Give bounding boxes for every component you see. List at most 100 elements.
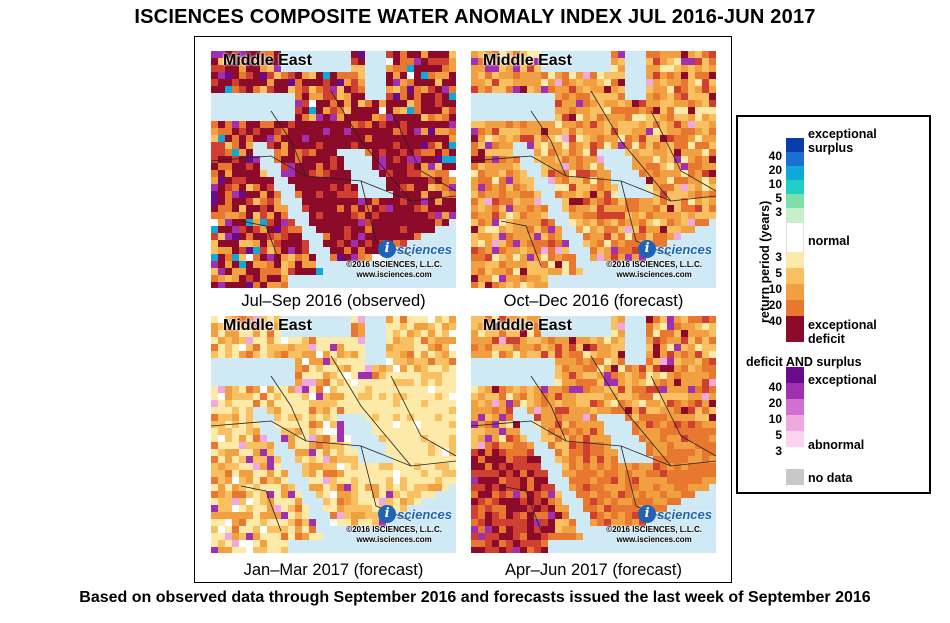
grid-cell [218, 330, 225, 337]
grid-cell [674, 100, 681, 107]
grid-cell [604, 198, 611, 205]
grid-cell [337, 254, 344, 261]
grid-cell [660, 149, 667, 156]
grid-cell [267, 268, 274, 275]
grid-cell [611, 372, 618, 379]
grid-cell [337, 449, 344, 456]
grid-cell [548, 121, 555, 128]
grid-cell [576, 407, 583, 414]
grid-cell [281, 142, 288, 149]
grid-cell [358, 512, 365, 519]
grid-cell [534, 393, 541, 400]
grid-cell [316, 337, 323, 344]
grid-cell [225, 442, 232, 449]
grid-cell [639, 414, 646, 421]
grid-cell [709, 456, 716, 463]
grid-cell [597, 463, 604, 470]
both-swatch-2 [786, 399, 804, 415]
grid-cell [709, 323, 716, 330]
grid-cell [442, 114, 449, 121]
grid-cell [506, 442, 513, 449]
grid-cell [309, 261, 316, 268]
grid-cell [414, 463, 421, 470]
grid-cell [478, 282, 485, 288]
grid-cell [295, 268, 302, 275]
grid-cell [695, 51, 702, 58]
caption-oct-dec-2016: Oct–Dec 2016 (forecast) [503, 292, 684, 310]
grid-cell [330, 191, 337, 198]
grid-cell [520, 540, 527, 547]
grid-cell [232, 456, 239, 463]
grid-cell [471, 163, 478, 170]
grid-cell [499, 414, 506, 421]
grid-cell [674, 456, 681, 463]
grid-cell [688, 191, 695, 198]
grid-cell [218, 261, 225, 268]
grid-cell [211, 456, 218, 463]
grid-cell [618, 121, 625, 128]
grid-cell [583, 400, 590, 407]
grid-cell [688, 121, 695, 128]
grid-cell [232, 205, 239, 212]
grid-cell [330, 198, 337, 205]
grid-cell [688, 379, 695, 386]
grid-cell [400, 135, 407, 142]
grid-cell [541, 156, 548, 163]
grid-cell [569, 163, 576, 170]
grid-cell [583, 107, 590, 114]
grid-cell [520, 128, 527, 135]
grid-cell [435, 372, 442, 379]
grid-cell [681, 198, 688, 205]
grid-cell [351, 198, 358, 205]
grid-cell [681, 163, 688, 170]
grid-cell [569, 135, 576, 142]
grid-cell [513, 254, 520, 261]
grid-cell [428, 205, 435, 212]
grid-cell [534, 512, 541, 519]
grid-cell [449, 93, 456, 100]
grid-cell [351, 330, 358, 337]
grid-cell [400, 198, 407, 205]
grid-cell [407, 177, 414, 184]
grid-cell [625, 247, 632, 254]
grid-cell [239, 316, 246, 323]
grid-cell [239, 212, 246, 219]
grid-cell [302, 456, 309, 463]
grid-cell [695, 142, 702, 149]
grid-cell [218, 540, 225, 547]
grid-cell [667, 72, 674, 79]
grid-cell [386, 330, 393, 337]
grid-cell [253, 400, 260, 407]
grid-cell [407, 393, 414, 400]
grid-cell [695, 156, 702, 163]
grid-cell [218, 400, 225, 407]
grid-cell [667, 344, 674, 351]
grid-cell [358, 505, 365, 512]
grid-cell [548, 393, 555, 400]
grid-cell [499, 428, 506, 435]
grid-cell [492, 407, 499, 414]
grid-cell [520, 330, 527, 337]
grid-cell [513, 72, 520, 79]
both-swatch-3 [786, 415, 804, 431]
grid-cell [590, 142, 597, 149]
grid-cell [267, 191, 274, 198]
grid-cell [274, 540, 281, 547]
grid-cell [590, 400, 597, 407]
grid-cell [253, 282, 260, 288]
grid-cell [246, 470, 253, 477]
grid-cell [674, 149, 681, 156]
grid-cell [646, 79, 653, 86]
grid-cell [590, 156, 597, 163]
grid-cell [239, 330, 246, 337]
grid-cell [414, 358, 421, 365]
grid-cell [386, 316, 393, 323]
grid-cell [414, 491, 421, 498]
grid-cell [330, 100, 337, 107]
grid-cell [246, 512, 253, 519]
grid-cell [471, 240, 478, 247]
grid-cell [218, 58, 225, 65]
grid-cell [379, 198, 386, 205]
grid-cell [569, 184, 576, 191]
grid-cell [309, 128, 316, 135]
